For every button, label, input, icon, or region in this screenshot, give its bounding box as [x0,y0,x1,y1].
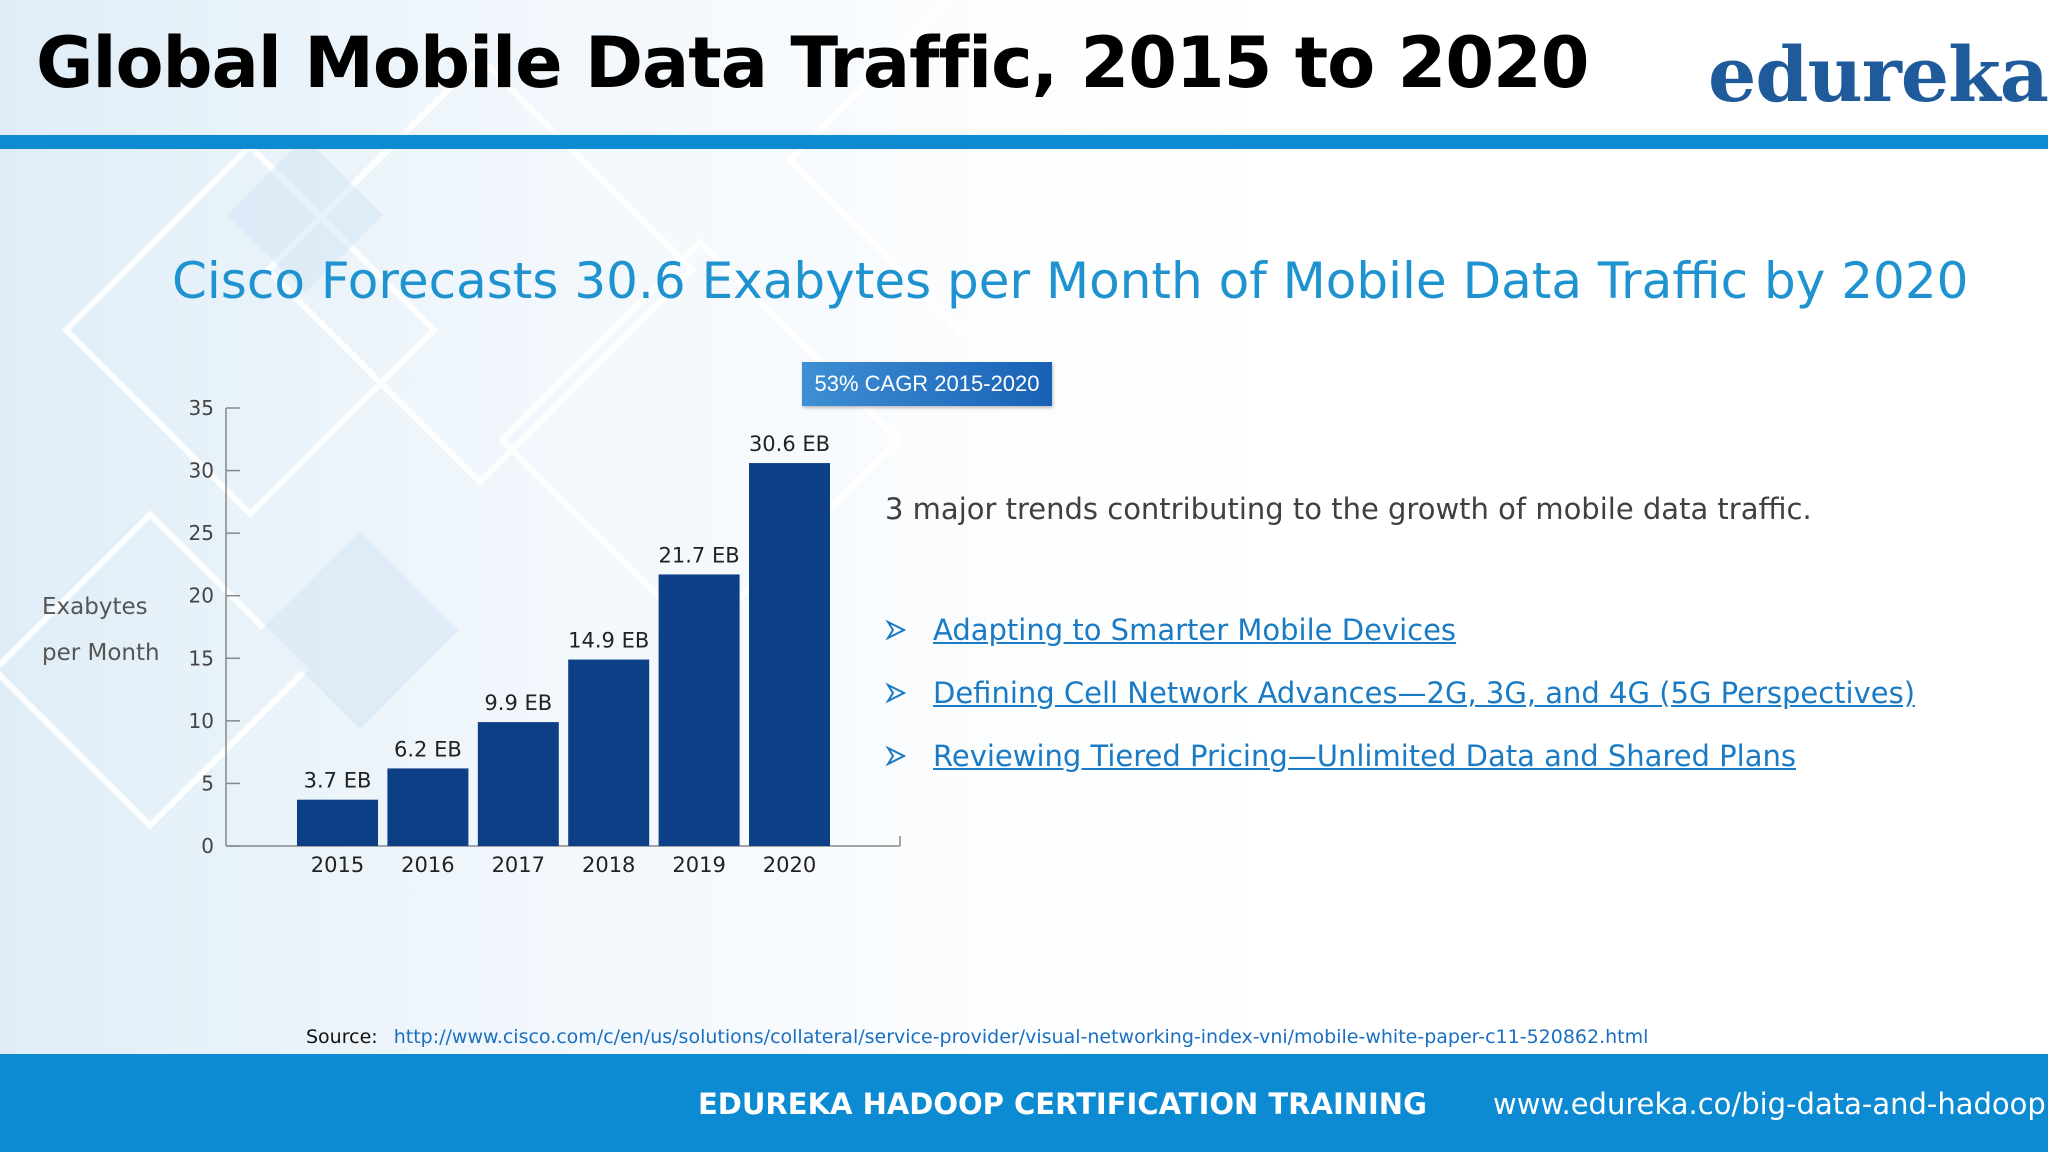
header-divider [0,135,2048,149]
bar-2020 [749,463,830,846]
y-tick-label: 0 [201,834,214,858]
footer-course-title: EDUREKA HADOOP CERTIFICATION TRAINING [698,1087,1427,1121]
x-tick-label: 2018 [582,853,635,877]
list-item: Defining Cell Network Advances—2G, 3G, a… [885,661,1915,724]
slide-title: Global Mobile Data Traffic, 2015 to 2020 [36,22,1589,104]
arrow-bullet-icon [885,682,907,703]
bar-2015 [297,799,378,846]
y-axis-label-line-2: per Month [42,640,160,666]
source-label: Source: [306,1026,378,1048]
trend-link-smarter-devices[interactable]: Adapting to Smarter Mobile Devices [933,612,1457,647]
bar-value-label: 30.6 EB [749,432,830,456]
y-tick-label: 5 [201,771,214,795]
y-axis-label: Exabytes per Month [42,584,182,676]
x-tick-label: 2020 [763,853,816,877]
bar-value-label: 9.9 EB [484,691,552,715]
slide-subtitle: Cisco Forecasts 30.6 Exabytes per Month … [172,252,1969,310]
footer-bar: EDUREKA HADOOP CERTIFICATION TRAINING ww… [0,1054,2048,1152]
bar-value-label: 14.9 EB [568,629,649,653]
y-tick-label: 20 [189,584,214,608]
edureka-logo: edureka! [1708,30,2048,119]
bar-2016 [387,768,469,846]
y-tick-label: 10 [189,709,214,733]
trend-link-tiered-pricing[interactable]: Reviewing Tiered Pricing—Unlimited Data … [933,738,1796,773]
bar-2019 [658,574,740,846]
y-tick-label: 25 [189,521,214,545]
cagr-badge: 53% CAGR 2015-2020 [802,362,1052,406]
list-item: Reviewing Tiered Pricing—Unlimited Data … [885,724,1915,787]
mobile-traffic-bar-chart: 0 5 10 15 20 25 30 35 3.7 EB 2015 6.2 EB 2016 9.9 EB… [189,396,901,877]
footer-url[interactable]: www.edureka.co/big-data-and-hadoop [1493,1087,2046,1121]
arrow-bullet-icon [885,619,907,640]
bar-2017 [477,722,559,846]
source-link[interactable]: http://www.cisco.com/c/en/us/solutions/c… [393,1026,1649,1048]
bar-value-label: 6.2 EB [394,737,462,761]
bar-2018 [568,659,650,846]
trends-list: Adapting to Smarter Mobile Devices Defin… [885,598,1915,787]
trends-intro: 3 major trends contributing to the growt… [885,492,1812,526]
y-tick-label: 30 [189,459,214,483]
x-tick-label: 2017 [492,853,545,877]
trend-link-cell-network[interactable]: Defining Cell Network Advances—2G, 3G, a… [933,675,1916,710]
y-tick-label: 15 [189,646,214,670]
y-tick-label: 35 [189,396,214,420]
x-tick-label: 2019 [672,853,725,877]
bar-value-label: 3.7 EB [304,769,372,793]
source-note: Source: http://www.cisco.com/c/en/us/sol… [306,1026,1648,1048]
x-tick-label: 2015 [311,853,364,877]
x-tick-label: 2016 [401,853,454,877]
list-item: Adapting to Smarter Mobile Devices [885,598,1915,661]
bar-value-label: 21.7 EB [659,543,740,567]
arrow-bullet-icon [885,745,907,766]
y-axis-label-line-1: Exabytes [42,594,148,620]
